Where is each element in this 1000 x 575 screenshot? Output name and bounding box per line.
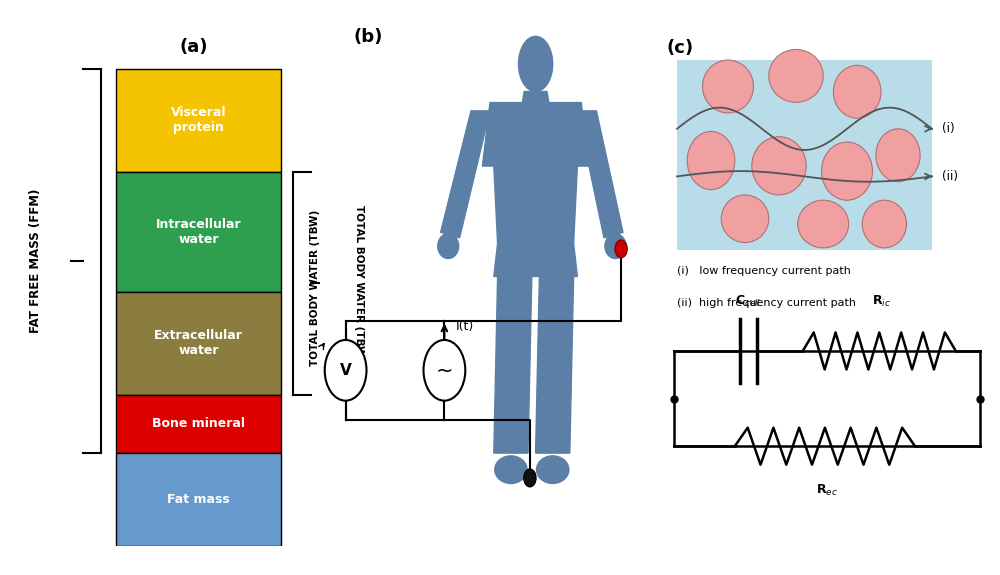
FancyBboxPatch shape — [116, 171, 281, 292]
Ellipse shape — [798, 200, 849, 248]
FancyBboxPatch shape — [116, 453, 281, 546]
Ellipse shape — [438, 233, 459, 259]
Text: (c): (c) — [667, 39, 694, 57]
Ellipse shape — [687, 132, 735, 190]
Text: V: V — [340, 363, 351, 378]
Ellipse shape — [605, 233, 626, 259]
Text: R$_{ic}$: R$_{ic}$ — [872, 294, 890, 309]
Polygon shape — [494, 166, 577, 243]
Text: (ii): (ii) — [942, 170, 958, 183]
Ellipse shape — [721, 195, 769, 243]
Circle shape — [325, 340, 366, 401]
Polygon shape — [441, 111, 490, 238]
Ellipse shape — [769, 49, 823, 102]
Text: Intracellular
water: Intracellular water — [156, 218, 241, 246]
Text: (a): (a) — [180, 38, 208, 56]
Ellipse shape — [518, 36, 553, 91]
FancyBboxPatch shape — [116, 292, 281, 394]
Text: R$_{ec}$: R$_{ec}$ — [816, 483, 838, 499]
Text: (i)   low frequency current path: (i) low frequency current path — [677, 266, 851, 277]
Circle shape — [615, 240, 627, 258]
Text: (b): (b) — [354, 28, 383, 46]
Ellipse shape — [876, 129, 920, 182]
Ellipse shape — [752, 137, 806, 195]
FancyBboxPatch shape — [677, 60, 932, 251]
Circle shape — [524, 469, 536, 487]
Text: Visceral
protein: Visceral protein — [171, 106, 226, 134]
Polygon shape — [482, 102, 589, 166]
Text: ~: ~ — [436, 361, 453, 380]
Text: Fat mass: Fat mass — [167, 493, 230, 506]
Text: Extracellular
water: Extracellular water — [154, 329, 243, 357]
Text: TOTAL BODY WATER (TBW): TOTAL BODY WATER (TBW) — [354, 205, 364, 361]
Text: Bone mineral: Bone mineral — [152, 417, 245, 430]
Polygon shape — [494, 277, 532, 453]
Ellipse shape — [862, 200, 906, 248]
Ellipse shape — [537, 456, 569, 484]
Circle shape — [424, 340, 465, 401]
Text: FAT FREE MASS (FFM): FAT FREE MASS (FFM) — [29, 189, 42, 333]
Ellipse shape — [702, 60, 754, 113]
Polygon shape — [536, 277, 574, 453]
FancyBboxPatch shape — [116, 394, 281, 453]
FancyBboxPatch shape — [116, 69, 281, 171]
Polygon shape — [577, 111, 623, 238]
Text: (ii)  high frequency current path: (ii) high frequency current path — [677, 298, 856, 308]
Ellipse shape — [822, 142, 872, 200]
Ellipse shape — [833, 66, 881, 118]
Ellipse shape — [495, 456, 527, 484]
Text: I(t): I(t) — [456, 320, 474, 333]
Polygon shape — [494, 243, 577, 277]
Polygon shape — [522, 91, 549, 102]
Text: (i): (i) — [942, 122, 955, 135]
Text: TOTAL BODY WATER (TBW): TOTAL BODY WATER (TBW) — [310, 209, 320, 366]
Text: C$_{cell}$: C$_{cell}$ — [735, 294, 762, 309]
